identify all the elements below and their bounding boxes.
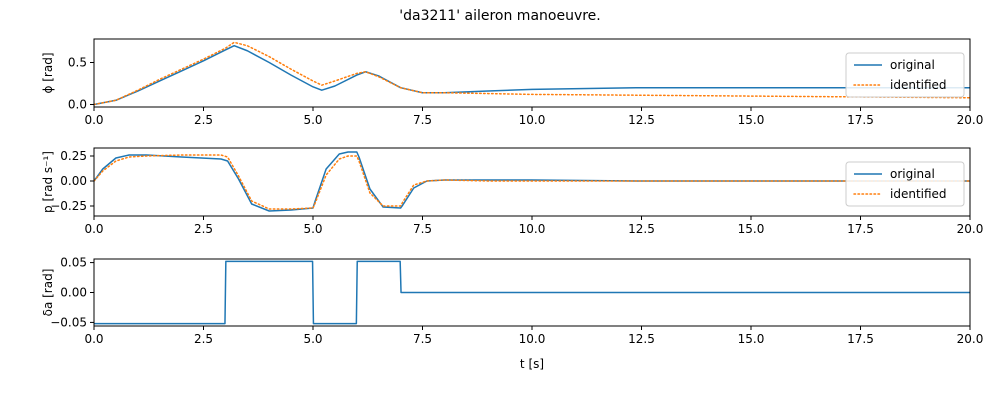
legend-label-identified: identified (890, 78, 947, 92)
legend: original identified (845, 161, 965, 207)
y-tick-label: −0.25 (50, 199, 87, 213)
y-axis-label: δa [rad] (41, 269, 55, 317)
y-tick-label: 0.0 (68, 97, 87, 111)
x-tick-label: 7.5 (413, 222, 432, 236)
x-axis-label: t [s] (520, 357, 544, 371)
plot-frame (93, 147, 971, 217)
legend-label-identified: identified (890, 187, 947, 201)
legend-box (845, 161, 965, 207)
x-tick-label: 7.5 (413, 113, 432, 127)
x-tick-label: 12.5 (628, 222, 655, 236)
x-tick-label: 15.0 (738, 113, 765, 127)
series-line-original (94, 44, 970, 106)
y-tick-label: 0.25 (60, 149, 87, 163)
x-tick-label: 0.0 (84, 113, 103, 127)
legend-box (845, 52, 965, 98)
subplot-2: 0.0 2.5 5.0 7.5 10.0 12.5 15.0 17.5 20.0 −0.25 0.0… (41, 147, 984, 236)
x-tick-label: 15.0 (738, 332, 765, 346)
x-tick-label: 2.5 (194, 332, 213, 346)
x-tick-label: 0.0 (84, 222, 103, 236)
x-tick-label: 15.0 (738, 222, 765, 236)
x-tick-label: 7.5 (413, 332, 432, 346)
subplots: 0.0 2.5 5.0 7.5 10.0 12.5 15.0 17.5 20.0 0.0 0.5 ϕ … (41, 38, 984, 371)
legend: original identified (845, 52, 965, 98)
y-tick-label: 0.00 (60, 174, 87, 188)
x-tick-label: 10.0 (519, 113, 546, 127)
series-line-original (94, 151, 970, 212)
series-group (94, 260, 970, 325)
y-tick-label: −0.05 (50, 315, 87, 329)
series-group (94, 151, 970, 212)
subplot-3: 0.0 2.5 5.0 7.5 10.0 12.5 15.0 17.5 20.0 −0.05 0.0… (41, 256, 983, 371)
x-tick-label: 2.5 (194, 222, 213, 236)
legend-label-original: original (890, 167, 935, 181)
series-line-identified (94, 154, 970, 210)
y-tick-label: 0.05 (60, 256, 87, 270)
x-tick-label: 5.0 (303, 222, 322, 236)
series-line-signal (94, 260, 970, 325)
x-tick-label: 0.0 (84, 332, 103, 346)
subplot-1: 0.0 2.5 5.0 7.5 10.0 12.5 15.0 17.5 20.0 0.0 0.5 ϕ … (41, 38, 984, 127)
x-tick-label: 17.5 (847, 113, 874, 127)
y-axis-label: p [rad s⁻¹] (41, 151, 55, 213)
series-line-identified (94, 41, 970, 106)
x-tick-label: 17.5 (847, 222, 874, 236)
x-tick-label: 2.5 (194, 113, 213, 127)
legend-label-original: original (890, 58, 935, 72)
x-tick-label: 5.0 (303, 113, 322, 127)
x-tick-label: 12.5 (628, 113, 655, 127)
x-tick-label: 20.0 (957, 113, 984, 127)
y-tick-label: 0.5 (68, 56, 87, 70)
figure-title: 'da3211' aileron manoeuvre. (399, 8, 601, 24)
y-axis-label: ϕ [rad] (41, 53, 55, 94)
x-tick-label: 20.0 (957, 222, 984, 236)
x-tick-label: 12.5 (628, 332, 655, 346)
x-tick-label: 5.0 (303, 332, 322, 346)
x-tick-label: 10.0 (519, 222, 546, 236)
y-tick-label: 0.00 (60, 286, 87, 300)
x-tick-label: 17.5 (847, 332, 874, 346)
series-group (94, 41, 970, 106)
x-tick-label: 10.0 (519, 332, 546, 346)
x-tick-label: 20.0 (957, 332, 984, 346)
